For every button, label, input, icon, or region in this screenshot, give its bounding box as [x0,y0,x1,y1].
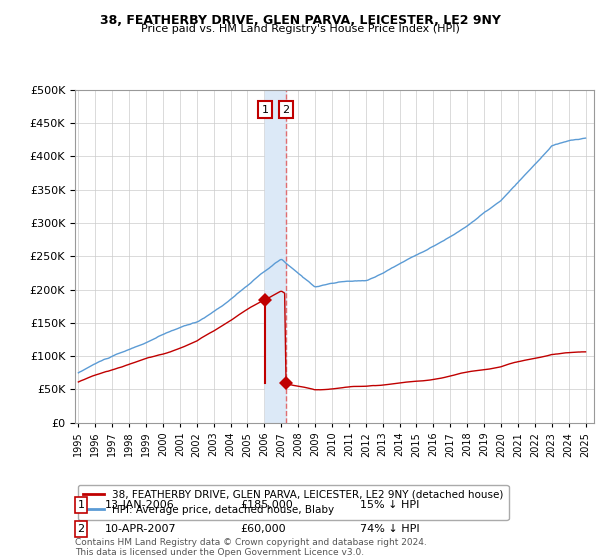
Text: 10-APR-2007: 10-APR-2007 [105,524,176,534]
Bar [265,90,286,423]
Text: 1: 1 [262,105,269,115]
Text: Price paid vs. HM Land Registry's House Price Index (HPI): Price paid vs. HM Land Registry's House … [140,24,460,34]
Text: Contains HM Land Registry data © Crown copyright and database right 2024.
This d: Contains HM Land Registry data © Crown c… [75,538,427,557]
Text: 38, FEATHERBY DRIVE, GLEN PARVA, LEICESTER, LE2 9NY: 38, FEATHERBY DRIVE, GLEN PARVA, LEICEST… [100,14,500,27]
Text: 2: 2 [283,105,290,115]
Text: 1: 1 [77,500,85,510]
Text: 74% ↓ HPI: 74% ↓ HPI [360,524,419,534]
Text: 13-JAN-2006: 13-JAN-2006 [105,500,175,510]
Text: £60,000: £60,000 [240,524,286,534]
Text: £185,000: £185,000 [240,500,293,510]
Legend: 38, FEATHERBY DRIVE, GLEN PARVA, LEICESTER, LE2 9NY (detached house), HPI: Avera: 38, FEATHERBY DRIVE, GLEN PARVA, LEICEST… [77,484,509,520]
Text: 15% ↓ HPI: 15% ↓ HPI [360,500,419,510]
Text: 2: 2 [77,524,85,534]
